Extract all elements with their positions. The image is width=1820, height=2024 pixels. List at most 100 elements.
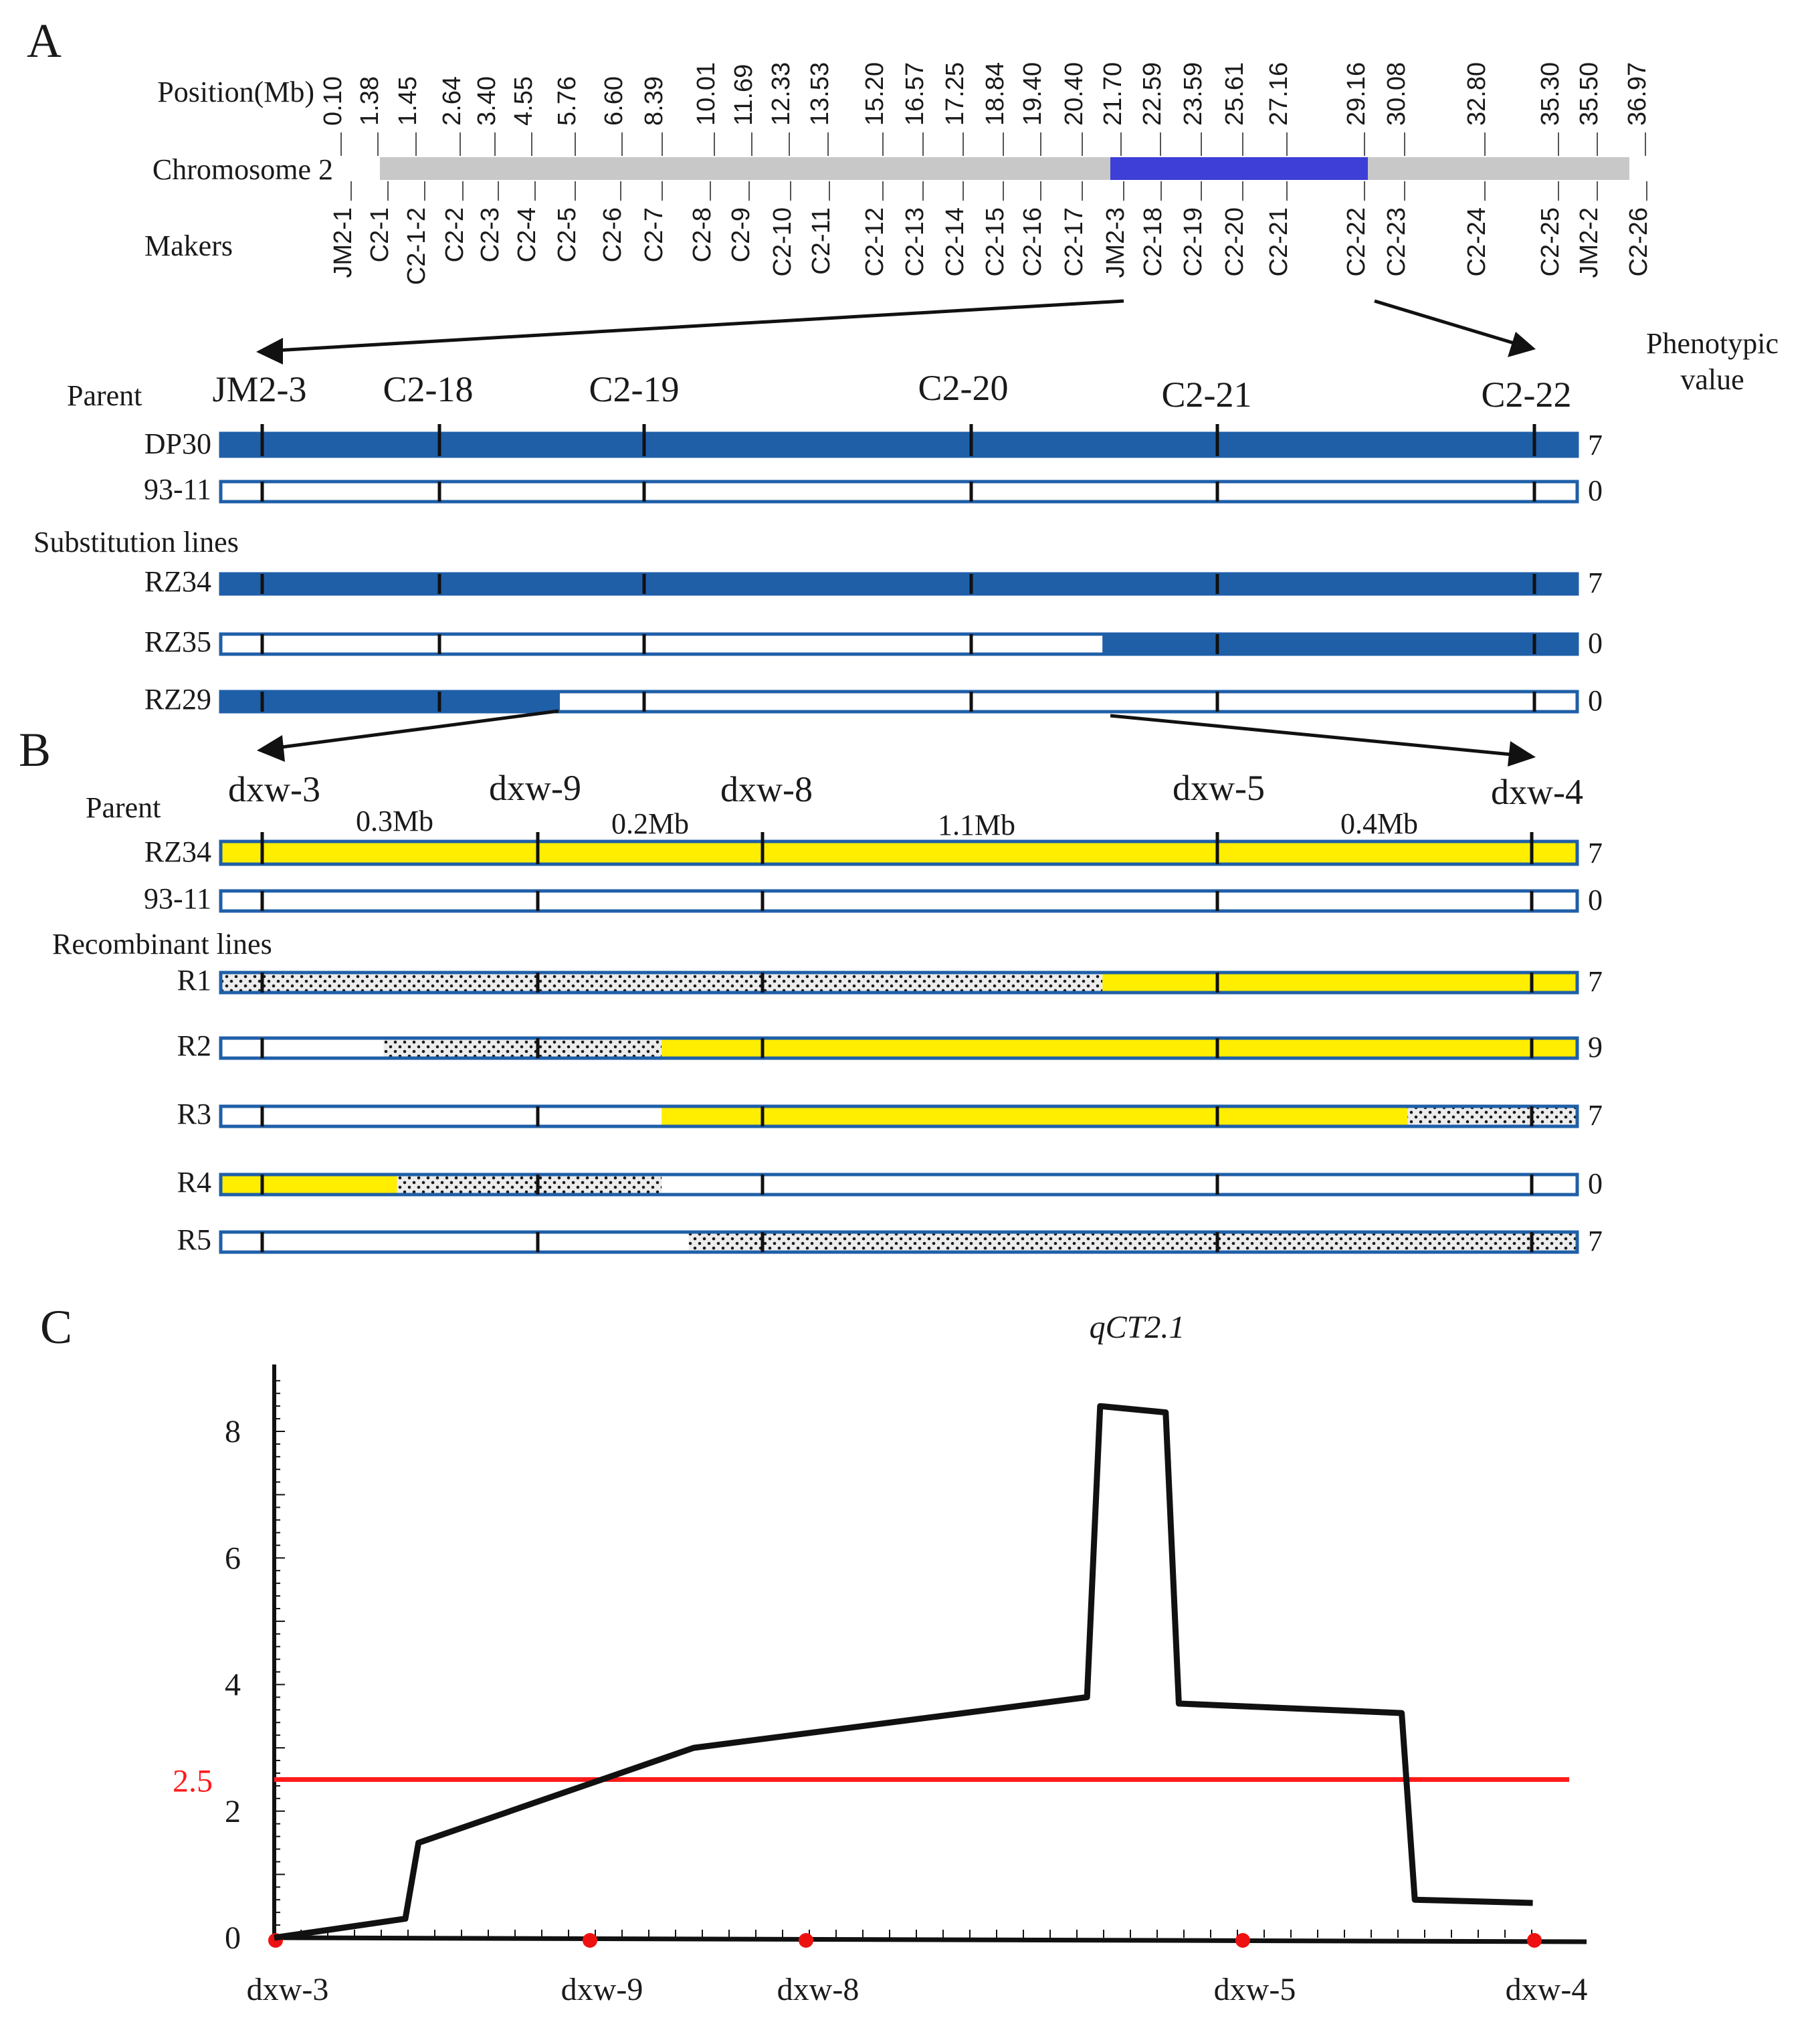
heterozygous-segment — [397, 1175, 662, 1195]
row-label: R1 — [177, 964, 211, 997]
marker-name: C2-1 — [366, 207, 394, 262]
position-value: 15.20 — [861, 62, 889, 126]
position-value: 35.30 — [1536, 62, 1564, 126]
phenotypic-value: 7 — [1588, 1099, 1603, 1132]
donor-segment — [221, 841, 1577, 864]
marker-label-c2-21: C2-21 — [1162, 375, 1252, 415]
position-value: 29.16 — [1342, 62, 1371, 126]
position-value: 1.45 — [394, 76, 422, 126]
marker-label-dxw-3: dxw-3 — [228, 769, 320, 809]
marker-name: C2-18 — [1139, 207, 1167, 277]
genotype-bar-outline — [219, 839, 1579, 866]
marker-name: C2-5 — [553, 207, 581, 262]
genotype-bar-outline — [219, 480, 1579, 504]
marker-dot — [583, 1933, 597, 1948]
marker-ticks: JM2-1 C2-1 C2-1-2 C2-2 C2-3 C2-4 C2-5 C2-6 C2-7 C… — [329, 181, 1653, 285]
substitution-lines-label: Substitution lines — [33, 526, 239, 559]
marker-name: C2-26 — [1625, 207, 1653, 277]
genotype-bar-outline — [219, 1173, 1579, 1197]
chart-title: qCT2.1 — [1090, 1310, 1185, 1345]
marker-label-c2-20: C2-20 — [918, 368, 1009, 408]
position-value: 20.40 — [1060, 62, 1088, 126]
y-tick-label: 4 — [225, 1667, 241, 1703]
x-category-label: dxw-3 — [247, 1972, 329, 2007]
x-axis — [274, 1935, 1587, 1944]
phenotypic-value: 0 — [1588, 884, 1603, 916]
donor-segment — [662, 1106, 1408, 1126]
arrowhead-b-right — [1508, 741, 1536, 767]
marker-name: C2-13 — [901, 207, 929, 277]
distance-label: 0.2Mb — [611, 807, 689, 840]
marker-name: C2-17 — [1060, 207, 1088, 277]
position-value: 8.39 — [640, 76, 668, 126]
donor-segment — [1102, 973, 1577, 993]
genotype-bar-outline — [219, 632, 1579, 656]
panel-a-genotype-rows: DP30 7 93-11 0 RZ34 7 RZ35 0 RZ29 0 — [144, 424, 1603, 717]
row-label: R5 — [177, 1223, 211, 1256]
marker-name: JM2-2 — [1575, 207, 1603, 278]
marker-name: C2-12 — [861, 207, 889, 277]
position-value: 5.76 — [553, 76, 581, 126]
marker-name: C2-24 — [1463, 207, 1491, 277]
position-value: 19.40 — [1019, 62, 1047, 126]
phenotypic-value: 7 — [1588, 567, 1603, 599]
phenotypic-value: 7 — [1588, 1225, 1603, 1257]
marker-name: C2-15 — [981, 207, 1009, 277]
position-value: 30.08 — [1383, 62, 1411, 126]
marker-name: C2-25 — [1536, 207, 1564, 277]
lod-curve — [274, 1403, 1533, 1941]
marker-name: C2-23 — [1383, 207, 1411, 277]
markers-row-label: Makers — [144, 229, 233, 262]
zoom-arrow-right — [1374, 299, 1526, 348]
zoom-arrow-b-left — [266, 709, 559, 751]
x-category-label: dxw-4 — [1506, 1972, 1588, 2007]
row-label: RZ35 — [144, 625, 211, 658]
phenotypic-value: 7 — [1588, 837, 1603, 870]
x-category-label: dxw-5 — [1214, 1972, 1296, 2007]
row-label: 93-11 — [144, 473, 211, 506]
donor-segment — [221, 433, 1577, 456]
zoom-arrow-b-right — [1110, 714, 1526, 758]
panel-a-parent-label: Parent — [67, 379, 142, 412]
phenotypic-label-line2: value — [1680, 363, 1744, 396]
arrowhead-left — [256, 338, 283, 365]
donor-segment — [662, 1038, 1577, 1058]
lod-chart: qCT2.1 0 2 4 6 8 dxw-3 dxw-9 dxw-8 dxw-5 dxw-4 2.5 — [173, 1310, 1587, 2007]
genotype-bar — [219, 889, 1579, 913]
position-value: 6.60 — [600, 76, 628, 126]
distance-label: 0.4Mb — [1340, 807, 1418, 840]
marker-dot — [1235, 1933, 1250, 1948]
marker-name: C2-1-2 — [403, 207, 431, 285]
phenotypic-value: 0 — [1588, 474, 1603, 507]
threshold-label: 2.5 — [173, 1763, 213, 1799]
position-value: 12.33 — [767, 62, 795, 126]
position-value: 17.25 — [941, 62, 969, 126]
marker-name: C2-4 — [513, 207, 541, 262]
marker-name: C2-21 — [1265, 207, 1293, 277]
marker-name: C2-22 — [1342, 207, 1371, 277]
position-value: 2.64 — [438, 76, 466, 126]
genotype-bar-outline — [219, 431, 1579, 458]
marker-name: JM2-1 — [329, 207, 357, 278]
marker-name: C2-20 — [1221, 207, 1249, 277]
genotype-bar-outline — [219, 1036, 1579, 1060]
genotype-bar — [219, 480, 1579, 504]
chromosome-highlight-segment — [1110, 157, 1368, 180]
marker-name: C2-9 — [727, 207, 755, 262]
marker-name: C2-11 — [807, 207, 835, 275]
genotype-bar-outline — [219, 690, 1579, 714]
panel-c-letter: C — [40, 1300, 72, 1354]
arrowhead-right — [1508, 332, 1536, 357]
position-value: 21.70 — [1099, 62, 1127, 126]
y-tick-label: 0 — [225, 1920, 241, 1956]
position-value: 16.57 — [901, 62, 929, 126]
donor-segment — [221, 574, 1577, 594]
phenotypic-value: 0 — [1588, 627, 1603, 660]
genotype-bar-outline — [219, 572, 1579, 596]
position-value: 18.84 — [981, 62, 1009, 126]
marker-name: C2-10 — [769, 207, 797, 277]
marker-label-c2-18: C2-18 — [383, 369, 474, 409]
position-value: 36.97 — [1623, 62, 1651, 126]
position-ticks: 0.10 1.38 1.45 2.64 3.40 4.55 5.76 6.60 8.39 10.0… — [319, 62, 1651, 156]
chromosome-label: Chromosome 2 — [153, 153, 333, 186]
